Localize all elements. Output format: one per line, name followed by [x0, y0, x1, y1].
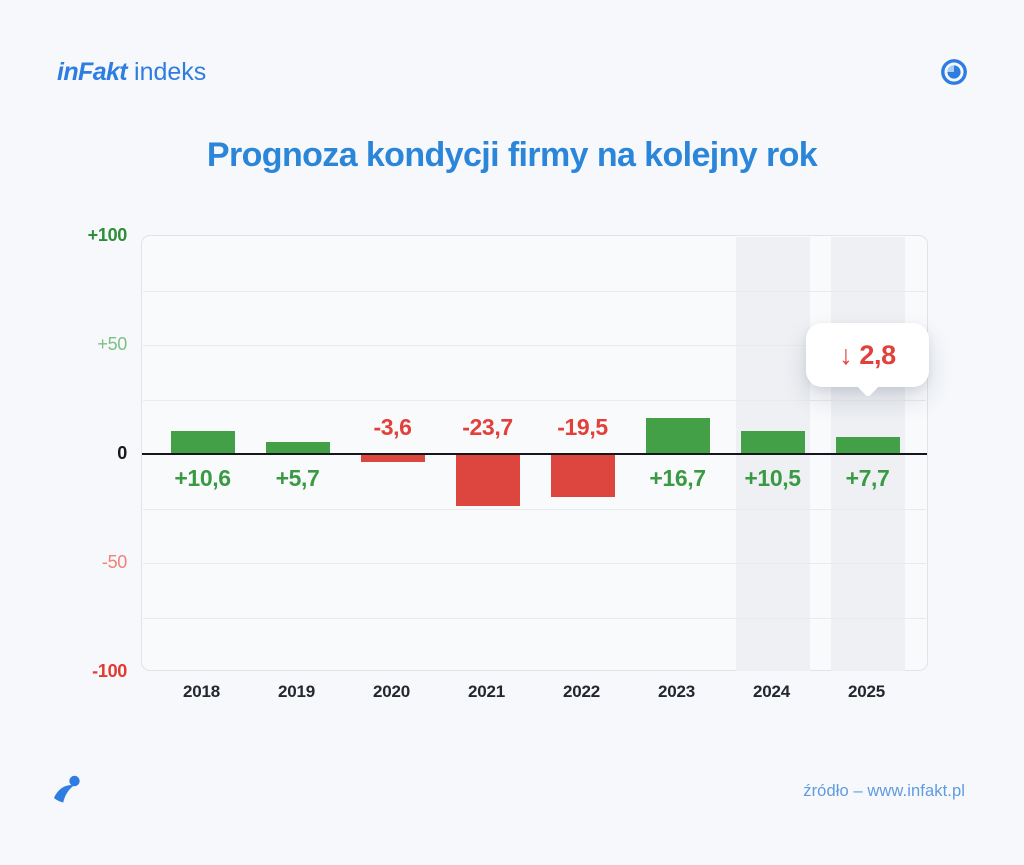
source-text: źródło – www.infakt.pl: [803, 782, 965, 800]
logo-infakt: inFakt: [57, 58, 128, 86]
x-label-2018: 2018: [182, 682, 221, 701]
value-label-2023: +16,7: [649, 465, 706, 491]
bar-2022: [550, 454, 615, 497]
bar-2020: [360, 454, 425, 462]
bar-2021: [455, 454, 520, 506]
value-label-2019: +5,7: [275, 465, 320, 491]
bar-2024: [740, 431, 805, 454]
y-tick--100: -100: [92, 661, 127, 681]
value-label-2020: -3,6: [373, 414, 412, 440]
page-title: Prognoza kondycji firmy na kolejny rok: [206, 136, 818, 174]
y-tick-+50: +50: [97, 334, 127, 354]
grid-line: [143, 508, 926, 510]
grid-line: [143, 617, 926, 619]
bar-2025: [835, 437, 900, 454]
value-label-2022: -19,5: [557, 414, 608, 440]
grid-line: [143, 345, 926, 346]
grid-line: [143, 290, 926, 292]
y-tick-0: 0: [117, 443, 127, 463]
forecast-tooltip: ↓ 2,8: [806, 323, 929, 387]
zero-axis-line: [142, 453, 927, 455]
value-label-2025: +7,7: [845, 465, 890, 491]
x-label-2021: 2021: [467, 682, 506, 701]
value-label-2018: +10,6: [174, 465, 231, 491]
logo: inFakt indeks: [57, 57, 206, 87]
chart-plot-area: ↓ 2,8 +10,6 +5,7 -3,6 -23,7 -19,5 +16,7 +10,5 +…: [141, 235, 929, 671]
bar-2023: [645, 417, 710, 454]
bar-2018: [170, 430, 235, 454]
x-label-2025: 2025: [847, 682, 886, 701]
y-tick--50: -50: [101, 552, 127, 572]
forecast-tooltip-value: 2,8: [859, 339, 896, 370]
grid-line: [143, 563, 926, 564]
value-label-2021: -23,7: [462, 414, 513, 440]
value-label-2024: +10,5: [744, 465, 801, 491]
x-label-2022: 2022: [562, 682, 601, 701]
x-label-2023: 2023: [657, 682, 696, 701]
down-arrow-icon: ↓: [839, 339, 853, 370]
y-tick-+100: +100: [87, 225, 128, 245]
bar-2019: [265, 441, 330, 454]
x-label-2020: 2020: [372, 682, 411, 701]
infakt-bird-icon: [50, 774, 83, 807]
x-label-2019: 2019: [277, 682, 316, 701]
pie-target-icon: [940, 58, 968, 86]
grid-line: [143, 399, 926, 401]
logo-indeks: indeks: [134, 58, 207, 86]
x-label-2024: 2024: [752, 682, 791, 701]
